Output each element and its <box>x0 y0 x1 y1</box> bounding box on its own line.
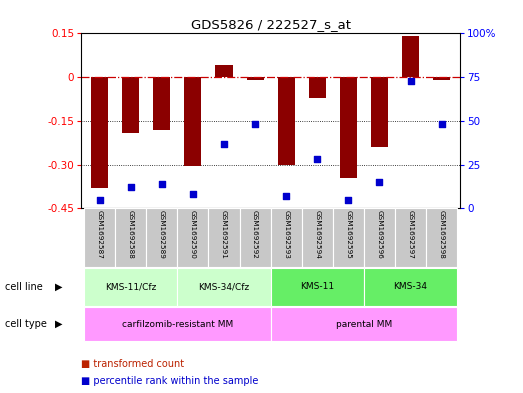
Text: GSM1692591: GSM1692591 <box>221 210 227 259</box>
Text: parental MM: parental MM <box>336 320 392 329</box>
Bar <box>246 77 264 80</box>
Bar <box>271 268 364 306</box>
Bar <box>364 268 457 306</box>
Text: ■ percentile rank within the sample: ■ percentile rank within the sample <box>81 376 258 386</box>
Point <box>158 181 166 187</box>
Bar <box>177 268 271 306</box>
Bar <box>364 208 395 267</box>
Bar <box>115 208 146 267</box>
Bar <box>278 77 295 165</box>
Text: GSM1692595: GSM1692595 <box>345 210 351 259</box>
Bar <box>402 36 419 77</box>
Bar <box>153 77 170 130</box>
Bar <box>395 208 426 267</box>
Point <box>127 184 135 191</box>
Title: GDS5826 / 222527_s_at: GDS5826 / 222527_s_at <box>191 18 350 31</box>
Bar <box>433 77 450 80</box>
Bar <box>84 307 271 341</box>
Bar <box>426 208 457 267</box>
Bar <box>185 77 201 166</box>
Text: KMS-11: KMS-11 <box>300 283 334 291</box>
Text: GSM1692592: GSM1692592 <box>252 210 258 259</box>
Text: GSM1692587: GSM1692587 <box>97 210 103 259</box>
Point <box>406 77 415 84</box>
Text: KMS-34: KMS-34 <box>393 283 427 291</box>
Bar <box>177 208 209 267</box>
Text: GSM1692597: GSM1692597 <box>407 210 414 259</box>
Text: GSM1692596: GSM1692596 <box>377 210 382 259</box>
Text: GSM1692594: GSM1692594 <box>314 210 320 259</box>
Bar <box>209 208 240 267</box>
Text: cell line: cell line <box>5 282 43 292</box>
Bar <box>91 77 108 188</box>
Text: GSM1692593: GSM1692593 <box>283 210 289 259</box>
Point <box>282 193 290 199</box>
Bar <box>333 208 364 267</box>
Bar <box>271 307 457 341</box>
Text: ▶: ▶ <box>55 319 62 329</box>
Point <box>375 179 383 185</box>
Point <box>344 196 353 203</box>
Text: GSM1692589: GSM1692589 <box>159 210 165 259</box>
Bar <box>215 66 233 77</box>
Point <box>437 121 446 127</box>
Text: KMS-11/Cfz: KMS-11/Cfz <box>105 283 156 291</box>
Bar <box>84 208 115 267</box>
Text: carfilzomib-resistant MM: carfilzomib-resistant MM <box>122 320 233 329</box>
Bar <box>84 268 177 306</box>
Bar <box>122 77 139 132</box>
Text: GSM1692590: GSM1692590 <box>190 210 196 259</box>
Bar <box>309 77 326 97</box>
Point <box>251 121 259 127</box>
Text: cell type: cell type <box>5 319 47 329</box>
Point <box>220 140 228 147</box>
Text: GSM1692598: GSM1692598 <box>439 210 445 259</box>
Bar <box>271 208 302 267</box>
Point <box>313 156 322 162</box>
Text: ■ transformed count: ■ transformed count <box>81 358 184 369</box>
Bar <box>340 77 357 178</box>
Text: ▶: ▶ <box>55 282 62 292</box>
Bar <box>371 77 388 147</box>
Text: KMS-34/Cfz: KMS-34/Cfz <box>198 283 249 291</box>
Point <box>189 191 197 197</box>
Bar <box>146 208 177 267</box>
Text: GSM1692588: GSM1692588 <box>128 210 134 259</box>
Bar <box>240 208 271 267</box>
Point <box>96 196 104 203</box>
Bar <box>302 208 333 267</box>
